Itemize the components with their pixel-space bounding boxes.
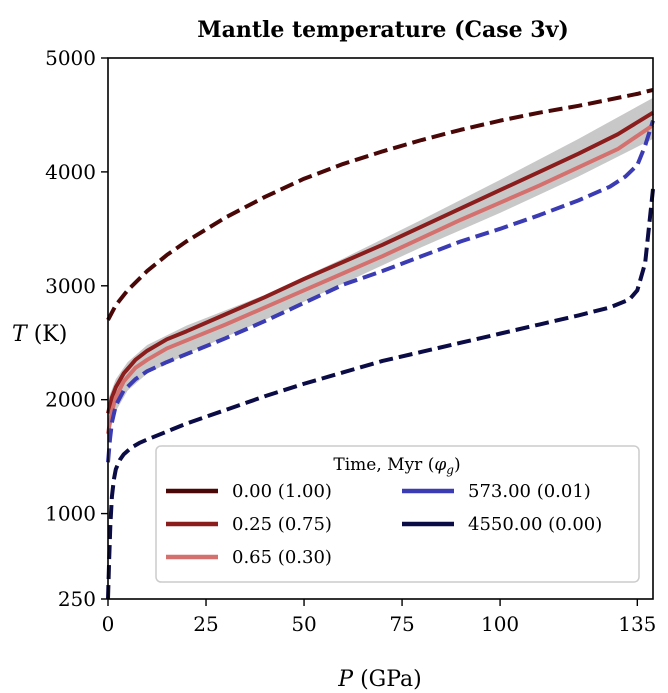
- x-tick-label: 100: [481, 612, 519, 636]
- y-tick-label: 3000: [45, 274, 96, 298]
- axes: [107, 57, 654, 600]
- series-line-0: [106, 87, 654, 321]
- plot-area: [106, 87, 655, 600]
- legend-label: 0.65 (0.30): [232, 547, 332, 568]
- y-tick-label: 250: [58, 587, 96, 611]
- series-line-3: [106, 120, 655, 463]
- series-line-2: [106, 123, 655, 435]
- y-axis-label-var: T: [12, 322, 29, 347]
- x-axis-label-unit: (GPa): [360, 667, 422, 692]
- plot-frame: [107, 57, 654, 600]
- x-axis-label-var: P: [337, 667, 354, 692]
- legend-label: 0.00 (1.00): [232, 481, 332, 502]
- y-axis-label: T (K): [12, 322, 67, 347]
- legend-box: [155, 445, 640, 583]
- x-axis-label: P (GPa): [337, 667, 421, 692]
- y-axis-ticks: 250 1000 2000 3000 4000 5000: [45, 46, 108, 611]
- y-tick-label: 5000: [45, 46, 96, 70]
- y-tick-label: 1000: [45, 502, 96, 526]
- y-axis-label-unit: (K): [34, 322, 68, 347]
- x-tick-label: 135: [618, 612, 656, 636]
- y-tick-label: 2000: [45, 388, 96, 412]
- legend-title: Time, Myr (φg): [333, 455, 460, 477]
- x-axis-ticks: 0 25 50 75 100 135: [102, 599, 656, 636]
- legend-label: 573.00 (0.01): [468, 481, 591, 502]
- x-tick-label: 75: [389, 612, 414, 636]
- series-line-4: [106, 188, 655, 600]
- legend-label: 0.25 (0.75): [232, 514, 332, 535]
- uncertainty-band: [108, 97, 653, 437]
- chart-title: Mantle temperature (Case 3v): [197, 17, 569, 43]
- y-tick-label: 4000: [45, 160, 96, 184]
- series-line-1: [106, 110, 655, 414]
- legend: Time, Myr (φg) 0.00 (1.00) 0.25 (0.75) 0.6…: [155, 445, 640, 583]
- legend-label: 4550.00 (0.00): [468, 514, 602, 535]
- x-tick-label: 0: [102, 612, 115, 636]
- legend-entries: 0.00 (1.00) 0.25 (0.75) 0.65 (0.30) 573.00 …: [166, 481, 602, 568]
- x-tick-label: 25: [193, 612, 218, 636]
- x-tick-label: 50: [291, 612, 316, 636]
